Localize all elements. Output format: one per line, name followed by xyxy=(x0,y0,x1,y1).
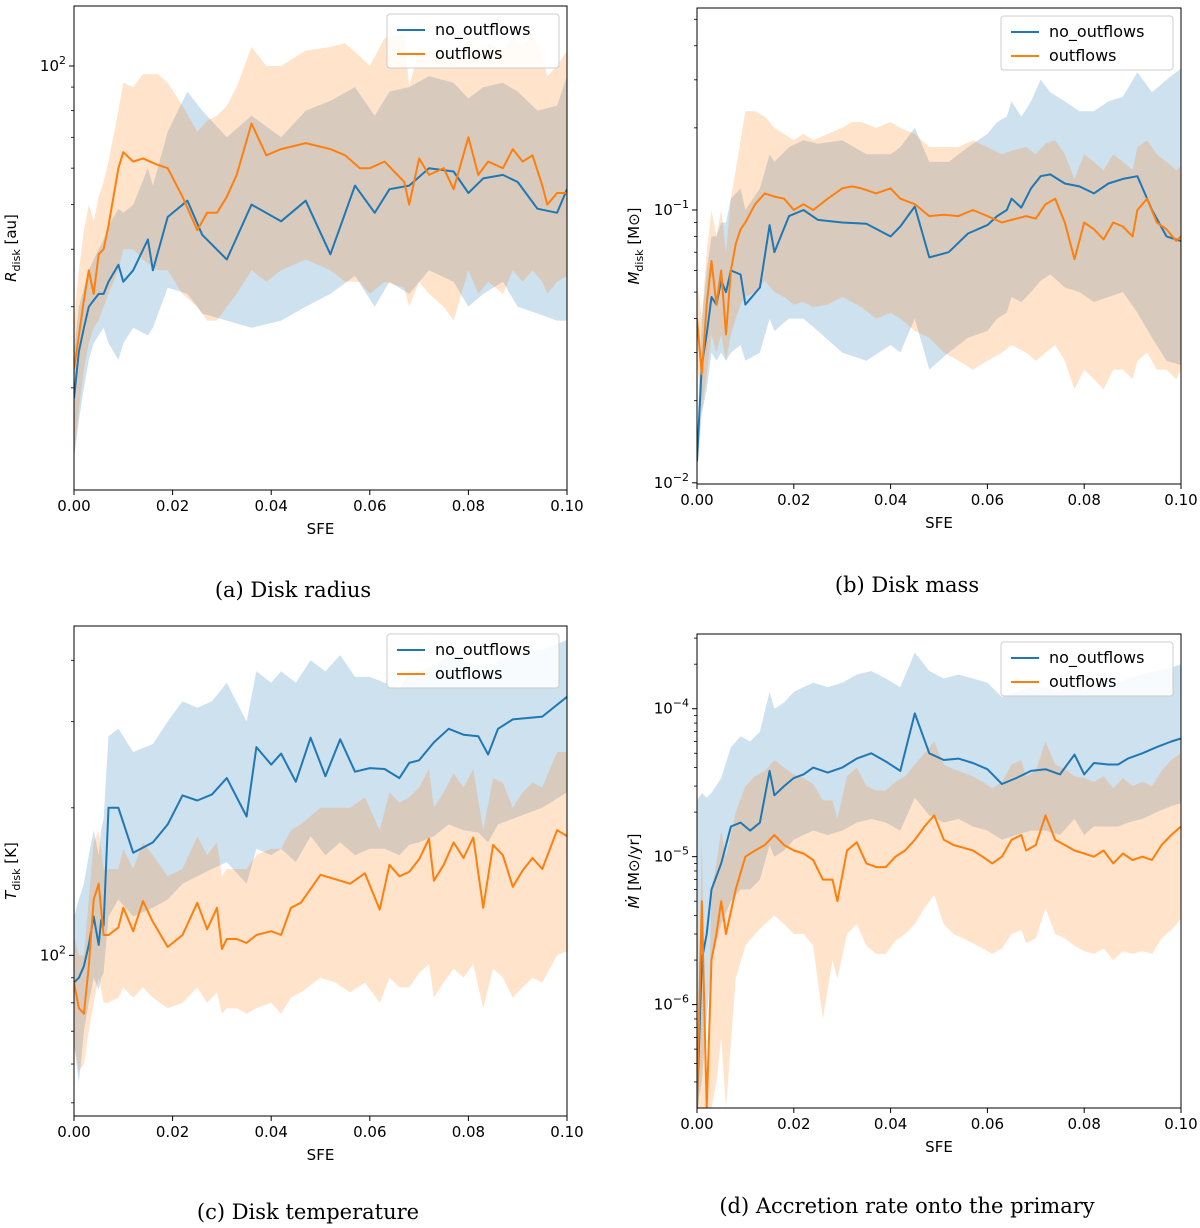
x-tick-label: 0.06 xyxy=(353,1123,386,1141)
line-no_outflows xyxy=(697,712,1181,1108)
x-axis-label: SFE xyxy=(307,520,335,538)
legend-label-no_outflows: no_outflows xyxy=(435,20,530,40)
legend-label-outflows: outflows xyxy=(1049,672,1117,691)
band-no_outflows xyxy=(74,76,567,460)
x-tick-label: 0.10 xyxy=(1164,1115,1197,1133)
y-tick-label: 10−2 xyxy=(654,471,689,492)
y-tick-label: 10−6 xyxy=(654,993,689,1014)
legend: no_outflows outflows xyxy=(1000,641,1174,697)
x-tick-label: 0.08 xyxy=(452,1123,485,1141)
axes-frame xyxy=(73,625,568,1117)
plot-area-c xyxy=(74,640,567,1083)
caption-a: (a) Disk radius xyxy=(215,578,371,602)
band-outflows xyxy=(697,111,1181,414)
caption-c: (c) Disk temperature xyxy=(197,1200,419,1224)
line-outflows xyxy=(697,185,1181,376)
legend-box xyxy=(386,13,560,69)
legend-box xyxy=(386,633,560,689)
x-tick-label: 0.08 xyxy=(452,497,485,515)
y-axis-label: Ṁ [M⊙/yr] xyxy=(624,833,643,908)
x-tick-label: 0.08 xyxy=(1067,1115,1100,1133)
plot-area-a xyxy=(74,32,567,460)
x-tick-label: 0.10 xyxy=(1164,491,1197,509)
legend: no_outflows outflows xyxy=(386,13,560,69)
legend: no_outflows outflows xyxy=(386,633,560,689)
panel-d: 0.00 0.02 0.04 0.06 0.08 0.10 10−6 10−5 10−4 SFE Ṁ… xyxy=(624,633,1198,1218)
y-tick-label: 10−4 xyxy=(654,697,689,718)
plot-area-d xyxy=(697,652,1181,1108)
x-tick-label: 0.00 xyxy=(57,1123,90,1141)
x-tick-label: 0.10 xyxy=(550,1123,583,1141)
x-tick-label: 0.02 xyxy=(156,1123,189,1141)
x-tick-label: 0.04 xyxy=(254,497,287,515)
plot-area-b xyxy=(697,68,1181,472)
y-tick-label: 10−5 xyxy=(654,845,689,866)
legend-label-no_outflows: no_outflows xyxy=(435,640,530,660)
x-tick-label: 0.04 xyxy=(874,1115,907,1133)
legend-box xyxy=(1000,641,1174,697)
x-tick-label: 0.10 xyxy=(550,497,583,515)
legend: no_outflows outflows xyxy=(1000,15,1174,71)
legend-label-outflows: outflows xyxy=(435,44,503,63)
axes-frame xyxy=(696,7,1182,485)
band-outflows xyxy=(74,32,567,460)
x-axis-label: SFE xyxy=(307,1146,335,1164)
panel-b: 0.00 0.02 0.04 0.06 0.08 0.10 10−2 10−1 SFE Mdisk… xyxy=(625,7,1198,597)
line-outflows xyxy=(74,829,567,1015)
panel-c: 0.00 0.02 0.04 0.06 0.08 0.10 102 SFE Tdisk [K] n… xyxy=(2,625,584,1224)
band-outflows xyxy=(74,752,567,1072)
y-axis-label: Tdisk [K] xyxy=(2,842,23,900)
line-no_outflows xyxy=(74,167,567,399)
legend-label-no_outflows: no_outflows xyxy=(1049,648,1144,668)
caption-d: (d) Accretion rate onto the primary xyxy=(719,1194,1094,1218)
band-no_outflows xyxy=(697,68,1181,472)
band-no_outflows xyxy=(74,640,567,1083)
line-no_outflows xyxy=(697,173,1181,462)
band-no_outflows xyxy=(697,652,1181,1108)
x-tick-label: 0.00 xyxy=(680,491,713,509)
x-tick-label: 0.02 xyxy=(156,497,189,515)
legend-label-no_outflows: no_outflows xyxy=(1049,22,1144,42)
y-tick-label: 102 xyxy=(40,943,66,964)
x-tick-label: 0.04 xyxy=(874,491,907,509)
x-axis-label: SFE xyxy=(925,1138,953,1156)
caption-b: (b) Disk mass xyxy=(835,573,979,597)
x-tick-label: 0.04 xyxy=(254,1123,287,1141)
x-tick-label: 0.00 xyxy=(680,1115,713,1133)
y-axis-label: Rdisk [au] xyxy=(2,214,23,282)
panel-a: 0.00 0.02 0.04 0.06 0.08 0.10 102 SFE Rdisk [au]… xyxy=(2,5,584,602)
y-tick-label: 10−1 xyxy=(654,198,689,219)
x-tick-label: 0.06 xyxy=(971,1115,1004,1133)
x-tick-label: 0.06 xyxy=(971,491,1004,509)
x-tick-label: 0.02 xyxy=(777,1115,810,1133)
x-tick-label: 0.02 xyxy=(777,491,810,509)
line-outflows xyxy=(697,814,1181,1108)
y-tick-label: 102 xyxy=(40,54,66,75)
legend-box xyxy=(1000,15,1174,71)
legend-label-outflows: outflows xyxy=(435,664,503,683)
x-tick-label: 0.08 xyxy=(1067,491,1100,509)
legend-label-outflows: outflows xyxy=(1049,46,1117,65)
x-axis-label: SFE xyxy=(925,514,953,532)
x-tick-label: 0.06 xyxy=(353,497,386,515)
line-outflows xyxy=(74,122,567,369)
x-tick-label: 0.00 xyxy=(57,497,90,515)
y-axis-label: Mdisk [M⊙] xyxy=(625,207,646,284)
axes-frame xyxy=(73,5,568,491)
band-outflows xyxy=(697,741,1181,1108)
